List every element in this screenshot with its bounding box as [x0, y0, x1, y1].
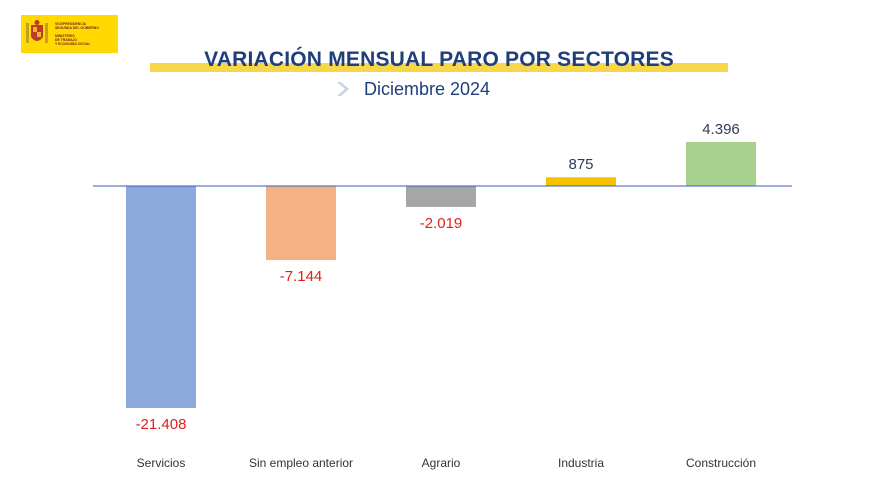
chart-subtitle: Diciembre 2024 [364, 78, 491, 99]
category-label: Agrario [422, 456, 461, 470]
category-label: Servicios [137, 456, 186, 470]
chart-title: VARIACIÓN MENSUAL PARO POR SECTORES [204, 48, 674, 71]
bar [686, 142, 756, 186]
bar [546, 177, 616, 186]
subtitle-row: Diciembre 2024 [334, 77, 490, 101]
data-label: -2.019 [420, 215, 463, 232]
bar [266, 186, 336, 261]
logo-line: DE TRABAJO [55, 38, 78, 42]
title-underline-band [150, 63, 728, 72]
chevron-right-icon [337, 82, 349, 96]
bar [126, 186, 196, 408]
data-label: 4.396 [702, 121, 740, 138]
category-label: Construcción [686, 456, 756, 470]
logo-text: VICEPRESIDENCIA SEGUNDA DEL GOBIERNO MIN… [55, 15, 99, 53]
bar [406, 186, 476, 207]
logo-line: MINISTERIO [55, 34, 75, 38]
data-label: -7.144 [280, 268, 323, 285]
government-logo: VICEPRESIDENCIA SEGUNDA DEL GOBIERNO MIN… [21, 15, 118, 53]
category-label: Industria [558, 456, 604, 470]
logo-line: SEGUNDA DEL GOBIERNO [55, 26, 99, 30]
coat-of-arms-icon [26, 20, 48, 43]
logo-line: Y ECONOMÍA SOCIAL [55, 42, 91, 46]
data-label: 875 [568, 156, 593, 173]
data-label: -21.408 [136, 416, 187, 433]
logo-line: VICEPRESIDENCIA [55, 22, 87, 26]
category-label: Sin empleo anterior [249, 456, 353, 470]
